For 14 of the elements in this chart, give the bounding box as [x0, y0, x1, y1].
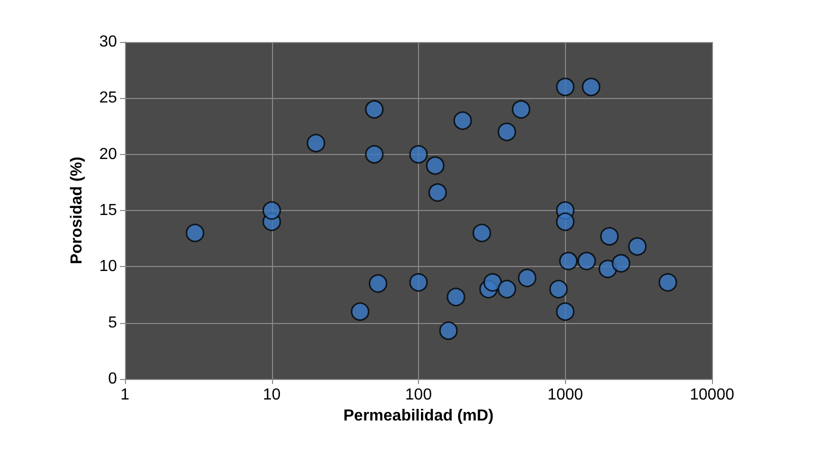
y-tick-label: 25: [99, 90, 118, 107]
y-tick-label: 10: [99, 258, 118, 276]
x-tick-label: 1: [120, 386, 130, 404]
y-tick-label: 5: [108, 314, 118, 332]
y-tick-label: 30: [99, 34, 118, 50]
y-axis-title: Porosidad (%): [68, 156, 86, 264]
x-tick-label: 10: [262, 386, 281, 404]
x-tick-label: 1000: [547, 386, 584, 404]
y-tick-label: 20: [99, 146, 118, 163]
x-tick-label: 10000: [690, 386, 734, 404]
x-tick-label: 100: [405, 386, 432, 404]
y-tick-label: 15: [99, 202, 118, 219]
y-tick-label: 0: [108, 370, 118, 388]
x-axis-title: Permeabilidad (mD): [343, 407, 494, 424]
